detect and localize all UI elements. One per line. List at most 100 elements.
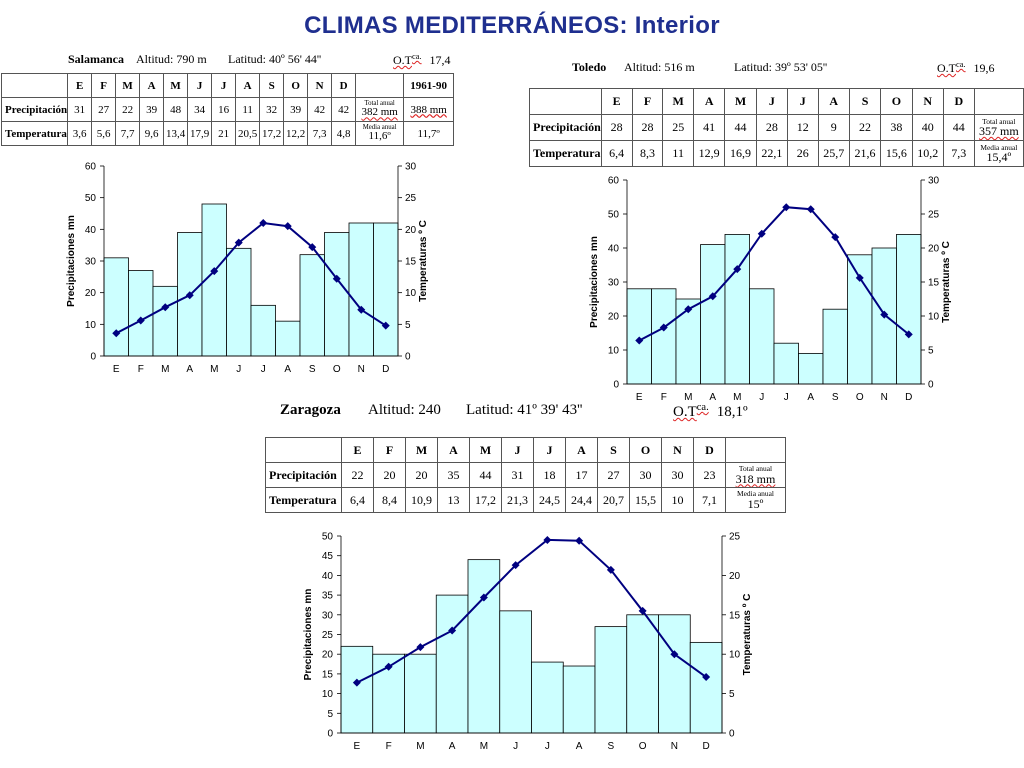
month-header: J [755, 88, 788, 115]
y2-tick-label: 15 [405, 257, 417, 268]
precip-cell: 30 [629, 462, 662, 488]
temperature-point [757, 229, 766, 238]
total-value: 357 mm [979, 124, 1019, 139]
temperature-point [381, 321, 390, 330]
temperature-point [448, 626, 457, 635]
mean-label: Media anual [362, 123, 397, 131]
station-latitude: Latitud: 39º 53' 05'' [734, 60, 828, 74]
y-tick-label: 35 [322, 591, 334, 602]
temperature-point [670, 650, 679, 659]
precip-bar [348, 222, 374, 357]
precip-cell: 23 [693, 462, 726, 488]
month-header: S [597, 437, 630, 463]
precip-cell: 31 [67, 97, 93, 122]
y2-tick-label: 25 [405, 193, 417, 204]
climate-table-salamanca: E F M A M J J A S O N D 1961-90 Precipitación 31 27 22 39… [0, 73, 455, 146]
corner-cell [0, 73, 69, 98]
precip-cell: 20 [405, 462, 438, 488]
temperature-point [575, 536, 584, 545]
mean-value: 15,4º [986, 150, 1012, 165]
row-label-temp: Temperatura [529, 140, 602, 167]
temp-cell: 21,3 [501, 487, 534, 513]
mean-annual-cell: Media anual 11,6º [355, 121, 405, 146]
precip-cell: 28 [755, 114, 788, 141]
month-header: A [235, 73, 261, 98]
y2-tick-label: 25 [729, 532, 741, 543]
station-latitude: Latitud: 40º 56' 44'' [228, 52, 322, 66]
x-tick-label: A [709, 392, 716, 403]
month-header: A [437, 437, 470, 463]
temp-cell: 26 [786, 140, 819, 167]
precip-cell: 41 [692, 114, 726, 141]
x-tick-label: E [113, 364, 120, 375]
precip-cell: 27 [91, 97, 117, 122]
climograph-zaragoza: 0 5 10 15 20 25 30 35 40 45 50 0 5 10 15 20 25 E F M A M J J A S O… [303, 532, 753, 753]
month-header: M [662, 88, 694, 115]
total-value: 318 mm [735, 471, 776, 486]
temp-cell: 6,4 [600, 140, 633, 167]
month-header: J [211, 73, 237, 98]
y-tick-label: 20 [608, 312, 620, 323]
corner-cell [529, 88, 602, 115]
temperature-point [283, 222, 292, 231]
y-tick-label: 20 [85, 288, 97, 299]
precip-bar [467, 559, 501, 734]
x-tick-label: S [309, 364, 316, 375]
x-tick-label: M [733, 392, 741, 403]
otca-sup: ca. [696, 402, 709, 413]
y2-tick-label: 0 [729, 729, 735, 740]
temperature-point [638, 606, 647, 615]
month-header: A [565, 437, 598, 463]
precip-cell: 16 [211, 97, 237, 122]
temp-cell: 13 [437, 487, 470, 513]
y2-tick-label: 25 [928, 210, 940, 221]
precip-cell: 34 [187, 97, 213, 122]
station-otca: O.Tca. 19,6 [937, 60, 995, 76]
mean-annual-cell: Media anual 15º [725, 487, 786, 513]
x-tick-label: D [703, 741, 710, 752]
x-tick-label: J [513, 741, 518, 752]
mean-extra-cell: 11,7º [403, 121, 455, 146]
precip-bar [798, 352, 824, 385]
temperature-point [185, 291, 194, 300]
y-tick-label: 50 [85, 193, 97, 204]
x-tick-label: F [661, 392, 667, 403]
temperature-point [782, 203, 791, 212]
station-altitude: Altitud: 516 m [624, 60, 695, 74]
temp-cell: 17,9 [187, 121, 213, 146]
temp-cell: 10,9 [405, 487, 438, 513]
month-header: J [187, 73, 213, 98]
precip-bar [103, 257, 129, 357]
precip-cell: 32 [259, 97, 285, 122]
mean-label: Media anual [737, 489, 774, 499]
y-tick-label: 45 [322, 551, 334, 562]
x-tick-label: D [905, 392, 912, 403]
temp-cell: 17,2 [259, 121, 285, 146]
precip-bar [651, 288, 677, 385]
temp-cell: 12,9 [692, 140, 726, 167]
month-header: A [817, 88, 850, 115]
precip-bar [689, 641, 723, 734]
precip-bar [404, 653, 437, 734]
temp-cell: 20,7 [597, 487, 630, 513]
y-tick-label: 20 [322, 650, 334, 661]
station-altitude: Altitud: 790 m [136, 52, 207, 66]
total-extra-cell: 388 mm [403, 97, 455, 122]
temp-cell: 7,3 [942, 140, 975, 167]
y-tick-label: 10 [322, 689, 334, 700]
month-header: F [91, 73, 117, 98]
month-header: O [629, 437, 662, 463]
y-axis-title: Precipitaciones mn [66, 215, 77, 307]
precip-cell: 44 [469, 462, 502, 488]
y-tick-label: 40 [608, 244, 620, 255]
precip-bar [299, 254, 325, 357]
x-tick-label: D [382, 364, 389, 375]
y2-axis-title: Temperaturas º C [941, 241, 952, 323]
temp-cell: 3,6 [67, 121, 93, 146]
month-header: M [115, 73, 141, 98]
precip-bar [896, 234, 922, 385]
precip-bar [658, 614, 691, 734]
temperature-point [659, 323, 668, 332]
x-tick-label: A [284, 364, 291, 375]
row-label-precip: Precipitación [0, 97, 69, 122]
